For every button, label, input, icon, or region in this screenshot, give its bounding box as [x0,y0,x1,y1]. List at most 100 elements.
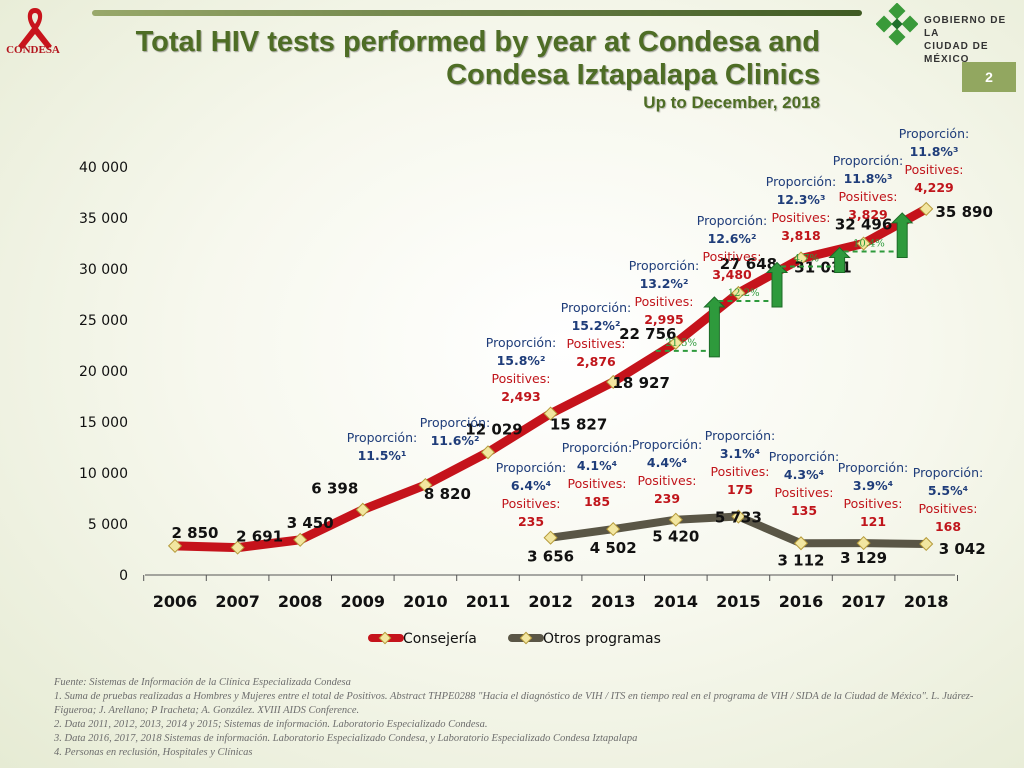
otros-annotation-positives-value: 168 [935,519,961,534]
consejeria-annotation-proportion-value: 11.8%³ [844,171,893,186]
otros-annotation-positives-value: 121 [860,514,886,529]
consejeria-value-label: 2 850 [172,524,219,542]
footnote-4: 4. Personas en reclusión, Hospitales y C… [54,747,253,758]
consejeria-data-point [606,374,621,390]
otros-data-point [793,536,809,551]
page-subtitle: Up to December, 2018 [643,93,820,112]
otros-annotation-positives-value: 239 [654,491,680,506]
gov-logo-line-1: GOBIERNO DE LA [924,15,1007,39]
consejeria-data-point [480,445,496,460]
growth-percent-label: 10.4% [853,239,885,250]
footnote-3: 3. Data 2016, 2017, 2018 Sistemas de inf… [54,733,638,744]
consejeria-annotation-positives-value: 4,229 [914,180,954,195]
consejeria-data-point [167,538,183,554]
consejeria-annotation-proportion-value: 11.8%³ [910,144,959,159]
consejeria-annotation-positives-value: 3,480 [712,267,752,282]
otros-value-label: 4 502 [590,539,637,557]
x-tick-label: 2018 [904,592,949,611]
footnote-1: 1. Suma de pruebas realizadas a Hombres … [54,691,974,716]
otros-annotation-positives-caption: Positives: [775,485,834,500]
consejeria-annotation-proportion-value: 12.6%² [708,231,757,246]
government-logo-text: GOBIERNO DE LA CIUDAD DE MÉXICO [924,14,1024,66]
growth-percent-label: 4.7% [794,253,819,264]
consejeria-annotation-positives-caption: Positives: [905,162,964,177]
page-title: Total HIV tests performed by year at Con… [100,26,820,92]
x-tick-label: 2013 [591,592,636,611]
otros-data-point [731,509,746,524]
otros-annotation-positives-value: 235 [518,514,544,529]
otros-annotation-positives-caption: Positives: [568,476,627,491]
otros-value-label: 5 420 [652,528,699,546]
consejeria-annotation-proportion-caption: Proporción: [347,430,417,445]
footnote-source: Fuente: Sistemas de Información de la Cl… [54,677,351,688]
otros-data-point [919,536,934,552]
consejeria-value-label: 35 890 [935,203,992,221]
consejeria-annotation-positives-value: 2,995 [644,312,684,327]
consejeria-data-point [355,502,370,517]
otros-annotation-positives-caption: Positives: [844,496,903,511]
consejeria-data-point [793,251,809,266]
consejeria-annotation-positives-caption: Positives: [492,371,551,386]
consejeria-annotation-proportion-caption: Proporción: [486,335,556,350]
legend-label-consejeria: Consejería [403,631,477,647]
consejeria-annotation-positives-caption: Positives: [839,189,898,204]
footnotes: Fuente: Sistemas de Información de la Cl… [54,676,994,760]
y-tick-label: 40 000 [79,160,128,176]
title-line-2: Condesa Iztapalapa Clinics [446,59,820,91]
otros-annotation-proportion-value: 6.4%⁴ [511,478,551,493]
otros-data-point [856,536,871,551]
consejeria-data-point [418,477,433,493]
otros-annotation-proportion-caption: Proporción: [496,460,566,475]
y-tick-label: 15 000 [79,415,128,431]
otros-value-label: 3 042 [939,540,986,558]
x-tick-label: 2016 [779,592,824,611]
consejeria-value-label: 32 496 [835,216,892,234]
consejeria-annotation-positives-caption: Positives: [635,294,694,309]
y-tick-label: 30 000 [79,262,128,278]
growth-arrow-icon [703,296,726,358]
consejeria-annotation-positives-caption: Positives: [703,249,762,264]
consejeria-annotation-proportion-caption: Proporción: [697,213,767,228]
x-tick-label: 2010 [403,592,448,611]
otros-data-point [606,522,621,537]
consejeria-annotation-proportion-value: 11.5%¹ [358,448,407,463]
x-tick-label: 2014 [654,592,699,611]
x-tick-label: 2008 [278,592,323,611]
consejeria-value-label: 12 029 [465,420,522,438]
y-tick-label: 10 000 [79,466,128,482]
consejeria-annotation-proportion-caption: Proporción: [629,258,699,273]
condesa-ribbon-logo [18,8,52,49]
y-tick-label: 25 000 [79,313,128,329]
otros-annotation-proportion-caption: Proporción: [913,465,983,480]
hiv-tests-line-chart: 2006 2007 2008 2009 2010 2011 2012 2013 2014 2015… [79,126,993,647]
consejeria-annotation-proportion-caption: Proporción: [899,126,969,141]
legend-marker-otros [519,631,533,645]
consejeria-data-point [668,335,683,350]
otros-annotation-positives-caption: Positives: [711,464,770,479]
consejeria-annotation-proportion-value: 15.2%² [572,318,621,333]
x-tick-label: 2015 [716,592,761,611]
x-tick-label: 2007 [215,592,260,611]
consejeria-annotation-positives-caption: Positives: [772,210,831,225]
consejeria-value-label: 22 756 [619,325,676,343]
title-line-1: Total HIV tests performed by year at Con… [135,26,820,58]
otros-annotation-proportion-caption: Proporción: [562,440,632,455]
page-number-badge: 2 [962,62,1016,92]
otros-annotation-positives-caption: Positives: [502,496,561,511]
consejeria-annotation-proportion-value: 12.3%³ [777,192,826,207]
otros-annotation-proportion-caption: Proporción: [838,460,908,475]
y-tick-label: 0 [119,568,128,584]
otros-data-point [668,512,683,527]
otros-annotation-proportion-value: 4.4%⁴ [647,455,687,470]
legend-label-otros: Otros programas [543,631,661,647]
otros-annotation-proportion-value: 3.1%⁴ [720,446,760,461]
x-tick-label: 2011 [466,592,511,611]
consejeria-value-label: 2 691 [236,528,283,546]
cdmx-emblem-icon [876,3,918,46]
consejeria-annotation-proportion-caption: Proporción: [766,174,836,189]
otros-annotation-positives-value: 175 [727,482,753,497]
legend-marker-consejeria [378,631,392,645]
growth-arrow-icon [890,212,914,259]
consejeria-value-label: 3 450 [287,514,334,532]
otros-value-label: 3 656 [527,548,574,566]
